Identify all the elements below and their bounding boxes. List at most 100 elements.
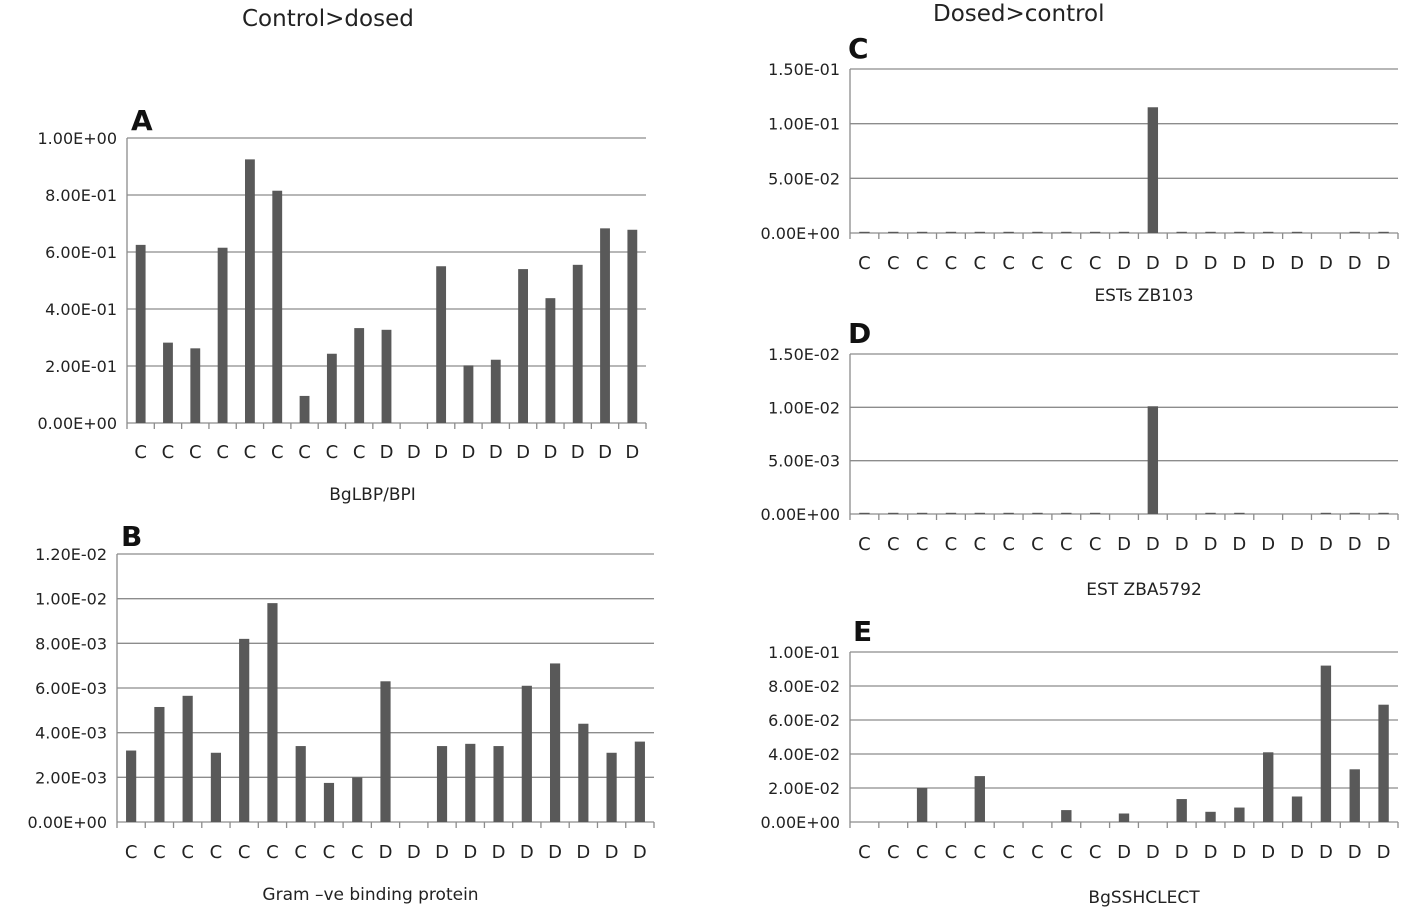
x-category-label: D (1290, 253, 1304, 274)
x-category-label: D (1117, 253, 1131, 274)
bar (465, 743, 476, 822)
bar (634, 741, 645, 822)
x-category-label: D (1232, 842, 1246, 863)
bar (859, 231, 870, 233)
bar (154, 706, 165, 822)
x-category-label: D (605, 842, 619, 863)
bar (1205, 231, 1216, 233)
bar (163, 342, 173, 423)
x-axis-title: ESTs ZB103 (1094, 286, 1193, 306)
x-category-label: C (1089, 534, 1102, 555)
bar (1291, 231, 1303, 233)
x-category-label: C (945, 534, 958, 555)
y-tick-label: 8.00E-03 (35, 634, 107, 653)
x-category-label: D (1175, 253, 1189, 274)
bar (239, 638, 250, 822)
x-category-label: C (1002, 253, 1015, 274)
y-tick-label: 0.00E+00 (28, 813, 108, 832)
bar (463, 365, 474, 423)
x-category-label: D (1319, 253, 1333, 274)
x-category-label: D (1319, 842, 1333, 863)
x-category-label: C (887, 534, 900, 555)
bar (436, 266, 447, 423)
x-category-label: D (434, 442, 448, 463)
bar (380, 681, 391, 822)
y-tick-label: 8.00E-01 (45, 186, 117, 205)
x-category-label: D (1146, 842, 1160, 863)
bar (493, 746, 504, 822)
x-category-label: D (1261, 534, 1275, 555)
x-category-label: D (379, 842, 393, 863)
chart-panel-b: 0.00E+00 2.00E-03 4.00E-03 6.00E-03 8.00E-03… (28, 520, 655, 905)
x-category-label: D (489, 442, 503, 463)
bar (600, 228, 610, 423)
bar (1003, 231, 1014, 233)
bar (974, 512, 985, 514)
y-tick-label: 1.00E+00 (38, 129, 118, 148)
bar (859, 512, 870, 514)
x-category-label: C (326, 442, 339, 463)
x-category-label: D (1377, 253, 1391, 274)
bar (381, 329, 392, 423)
x-category-label: D (548, 842, 562, 863)
x-category-label: C (351, 842, 364, 863)
bar (1205, 512, 1216, 514)
x-category-label: D (492, 842, 506, 863)
bar (1263, 752, 1274, 822)
x-category-label: D (407, 842, 421, 863)
bar (1349, 231, 1360, 233)
bar (974, 231, 985, 233)
x-category-label: C (181, 842, 194, 863)
x-axis-title: EST ZBA5792 (1086, 580, 1202, 600)
bar (354, 328, 365, 423)
y-tick-label: 1.50E-01 (768, 60, 840, 79)
x-category-label: C (353, 442, 366, 463)
bar (1147, 406, 1159, 514)
x-category-label: D (1348, 842, 1362, 863)
x-category-label: C (974, 842, 987, 863)
bar (1118, 231, 1130, 233)
y-tick-label: 5.00E-03 (768, 452, 840, 471)
bar (888, 231, 899, 233)
x-category-label: D (1175, 842, 1189, 863)
x-category-label: D (435, 842, 449, 863)
x-category-label: D (1175, 534, 1189, 555)
bar (545, 298, 556, 423)
x-category-label: C (858, 842, 871, 863)
x-category-label: C (974, 534, 987, 555)
x-category-label: C (945, 842, 958, 863)
chart-panel-d: 0.00E+005.00E-031.00E-021.50E-02C C C C C C C C… (761, 317, 1399, 600)
bar (578, 723, 589, 822)
bar (1234, 512, 1245, 514)
x-axis-title: Gram –ve binding protein (262, 885, 478, 905)
bar (1089, 512, 1101, 514)
x-axis-title: BgLBP/BPI (329, 485, 416, 505)
bar (606, 752, 617, 822)
x-category-label: D (598, 442, 612, 463)
x-category-label: C (858, 253, 871, 274)
bar (1320, 512, 1332, 514)
bar (323, 782, 335, 822)
x-category-label: C (238, 842, 251, 863)
x-category-label: C (1031, 253, 1044, 274)
y-tick-label: 1.20E-02 (35, 545, 107, 564)
bar (1003, 512, 1014, 514)
y-tick-label: 5.00E-02 (768, 169, 840, 188)
bar (126, 750, 137, 822)
y-tick-label: 1.50E-02 (768, 345, 840, 364)
bar (1089, 231, 1101, 233)
bar (1032, 231, 1043, 233)
panel-label: E (853, 615, 872, 648)
x-category-label: D (1348, 534, 1362, 555)
y-tick-label: 2.00E-02 (768, 779, 840, 798)
bar (945, 512, 957, 514)
x-category-label: D (1377, 534, 1391, 555)
x-category-label: D (1232, 253, 1246, 274)
x-category-label: D (576, 842, 590, 863)
bar (1378, 512, 1389, 514)
x-category-label: D (1319, 534, 1333, 555)
x-category-label: C (858, 534, 871, 555)
x-category-label: C (134, 442, 147, 463)
bar (974, 776, 985, 822)
